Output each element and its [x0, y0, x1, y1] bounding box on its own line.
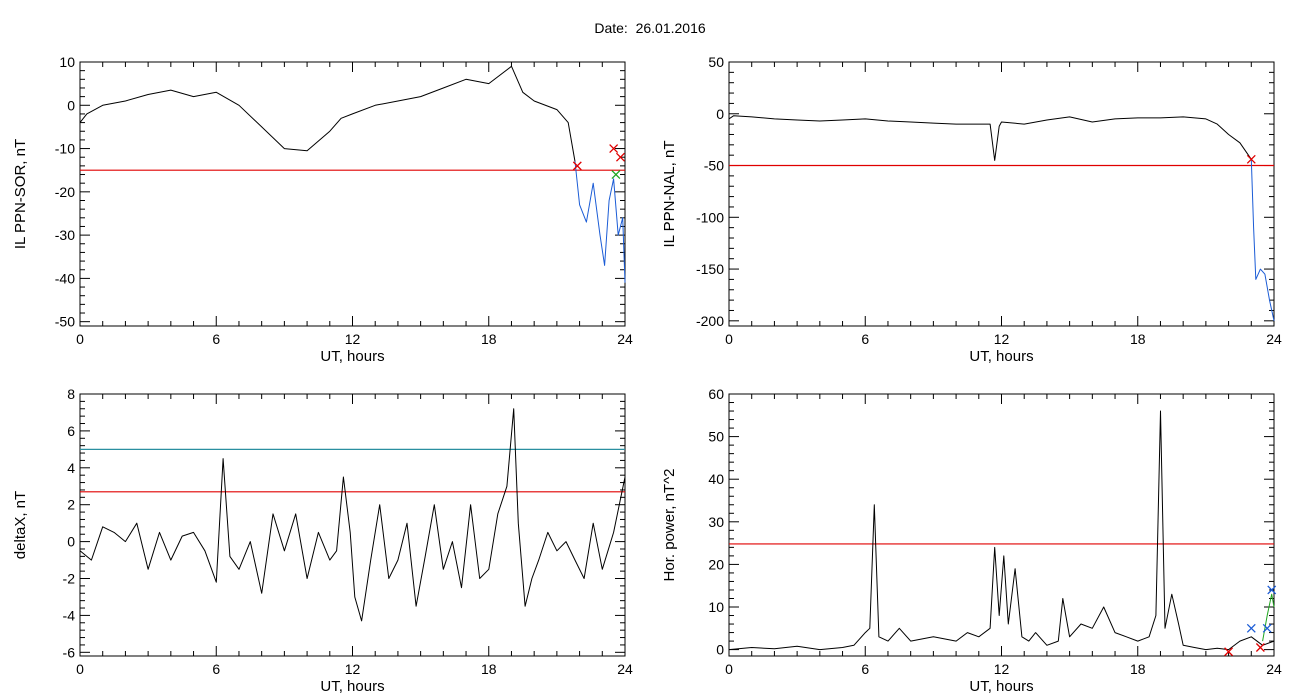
- y-tick-label: -40: [55, 270, 75, 286]
- series-trace: [79, 65, 576, 162]
- plot-frame: [728, 61, 1275, 327]
- cross-marker: [1246, 154, 1256, 164]
- x-axis-label: UT, hours: [969, 678, 1033, 695]
- y-tick-label: 0: [716, 106, 724, 122]
- plot-frame: [79, 393, 626, 657]
- x-tick-label: 6: [212, 661, 220, 677]
- x-tick-label: 12: [994, 331, 1010, 347]
- series-alert: [1250, 159, 1275, 321]
- x-tick-label: 0: [76, 331, 84, 347]
- x-tick-label: 6: [861, 661, 869, 677]
- x-tick-label: 12: [345, 331, 361, 347]
- plot-frame: [79, 61, 626, 327]
- x-axis-label: UT, hours: [320, 348, 384, 365]
- cross-marker: [1262, 623, 1272, 633]
- date-value: 26.01.2016: [635, 20, 706, 36]
- date-header: Date: 26.01.2016: [0, 20, 1300, 36]
- x-tick-label: 18: [1130, 331, 1146, 347]
- series-trace: [79, 408, 626, 622]
- y-axis-label: IL PPN-SOR, nT: [12, 139, 29, 249]
- y-tick-label: -200: [696, 313, 724, 329]
- y-tick-label: 8: [67, 386, 75, 402]
- cross-marker: [615, 152, 625, 162]
- y-tick-label: 10: [708, 599, 724, 615]
- x-tick-label: 18: [481, 331, 497, 347]
- x-tick-label: 18: [481, 661, 497, 677]
- y-tick-label: -30: [55, 227, 75, 243]
- y-tick-label: -4: [63, 607, 76, 623]
- y-tick-label: 0: [67, 534, 75, 550]
- y-tick-label: 30: [708, 514, 724, 530]
- y-tick-label: 60: [708, 386, 724, 402]
- cross-marker: [1267, 585, 1277, 595]
- y-axis-label: Hor. power, nT^2: [661, 469, 678, 582]
- y-tick-label: 6: [67, 423, 75, 439]
- chart-panel-2: 0 6 12 18 24 50 0 -50 -100 -150 -200 UT, hours IL PP…: [661, 54, 1282, 365]
- x-tick-label: 24: [1266, 331, 1282, 347]
- y-tick-label: 20: [708, 556, 724, 572]
- date-label: Date:: [594, 20, 628, 36]
- chart-panel-1: 0 6 12 18 24 10 0 -10 -20 -30 -40 -50 UT, hours IL PP…: [12, 54, 633, 365]
- y-tick-label: -20: [55, 184, 75, 200]
- series-tail: [1262, 593, 1275, 642]
- y-tick-label: 40: [708, 471, 724, 487]
- y-tick-label: 2: [67, 497, 75, 513]
- x-tick-label: 18: [1130, 661, 1146, 677]
- y-axis-label: deltaX, nT: [12, 491, 29, 559]
- y-tick-label: 10: [59, 54, 75, 70]
- y-tick-label: 4: [67, 460, 75, 476]
- chart-panel-4: 0 6 12 18 24 60 50 40 30 20 10 0 UT, hours Hor. power…: [661, 386, 1282, 695]
- cross-marker: [1246, 623, 1256, 633]
- y-tick-label: -6: [63, 644, 76, 660]
- plot-frame: [728, 393, 1275, 657]
- series-trace: [728, 410, 1275, 651]
- y-tick-label: -10: [55, 141, 75, 157]
- y-tick-label: -150: [696, 261, 724, 277]
- y-tick-label: -2: [63, 571, 76, 587]
- x-tick-label: 6: [212, 331, 220, 347]
- x-tick-label: 24: [617, 661, 633, 677]
- x-tick-label: 0: [725, 331, 733, 347]
- y-tick-label: 50: [708, 429, 724, 445]
- x-tick-label: 0: [725, 661, 733, 677]
- x-tick-label: 24: [1266, 661, 1282, 677]
- x-axis-label: UT, hours: [969, 348, 1033, 365]
- x-tick-label: 24: [617, 331, 633, 347]
- x-tick-label: 12: [994, 661, 1010, 677]
- y-tick-label: 50: [708, 54, 724, 70]
- cross-marker: [1224, 647, 1234, 657]
- x-axis-label: UT, hours: [320, 678, 384, 695]
- series-trace: [728, 115, 1252, 161]
- x-tick-label: 12: [345, 661, 361, 677]
- y-tick-label: -50: [55, 314, 75, 330]
- cross-marker: [609, 144, 619, 154]
- cross-marker: [611, 170, 621, 179]
- y-tick-label: -50: [704, 158, 724, 174]
- cross-marker: [1255, 643, 1265, 652]
- y-tick-label: -100: [696, 209, 724, 225]
- cross-marker: [572, 161, 582, 171]
- chart-panel-3: 0 6 12 18 24 8 6 4 2 0 -2 -4 -6 UT, hours deltaX, nT: [12, 386, 633, 695]
- y-tick-label: 0: [67, 97, 75, 113]
- x-tick-label: 0: [76, 661, 84, 677]
- x-tick-label: 6: [861, 331, 869, 347]
- y-axis-label: IL PPN-NAL, nT: [661, 141, 678, 248]
- series-alert: [574, 161, 626, 283]
- y-tick-label: 0: [716, 642, 724, 658]
